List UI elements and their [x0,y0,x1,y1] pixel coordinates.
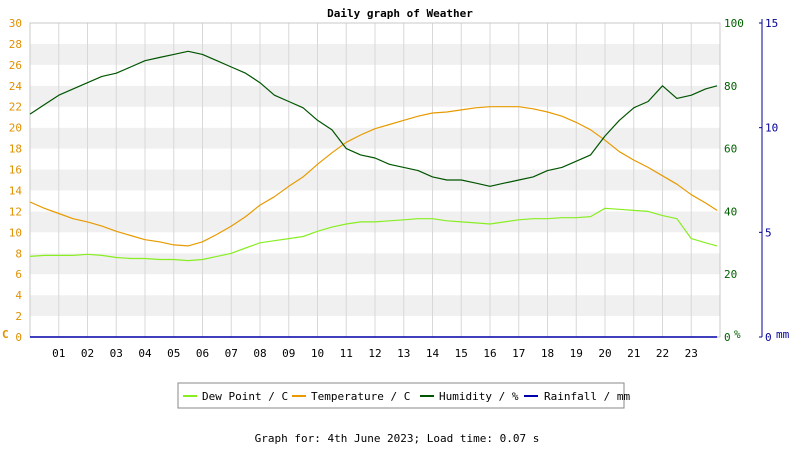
x-tick-label: 16 [483,347,496,360]
x-tick-label: 05 [167,347,180,360]
y-left-tick-label: 4 [15,289,22,302]
x-tick-label: 06 [196,347,209,360]
legend-label-temperature: Temperature / C [311,390,410,403]
footer-text: Graph for: 4th June 2023; Load time: 0.0… [255,432,540,445]
x-tick-label: 04 [138,347,152,360]
x-tick-label: 12 [368,347,381,360]
plot-grid [29,22,721,338]
legend: Dew Point / C Temperature / C Humidity /… [177,382,630,409]
x-tick-label: 18 [541,347,554,360]
y-right-rain-tick-label: 0 [765,331,772,344]
x-tick-label: 15 [455,347,468,360]
x-tick-label: 21 [627,347,640,360]
x-tick-label: 07 [225,347,238,360]
y-left-tick-label: 14 [9,184,23,197]
y-left-tick-label: 22 [9,101,22,114]
legend-box [177,382,625,409]
x-tick-label: 13 [397,347,410,360]
x-tick-label: 17 [512,347,525,360]
y-left-tick-label: 6 [15,268,22,281]
y-left-tick-label: 10 [9,226,22,239]
legend-label-humidity: Humidity / % [439,390,519,403]
y-right-humidity-unit-label: % [734,328,741,341]
y-left-tick-label: 12 [9,205,22,218]
y-right-humidity-tick-label: 0 [724,331,731,344]
legend-label-dew-point: Dew Point / C [202,390,288,403]
x-tick-label: 09 [282,347,295,360]
y-left-tick-label: 2 [15,310,22,323]
y-left-unit-label: C [2,328,9,341]
x-tick-label: 01 [52,347,65,360]
y-right-rain-tick-label: 15 [765,17,778,30]
series-dew-point [29,207,718,262]
x-tick-label: 10 [311,347,324,360]
y-left-tick-label: 30 [9,17,22,30]
y-left-tick-label: 18 [9,143,22,156]
x-tick-label: 02 [81,347,94,360]
y-right-humidity-tick-label: 60 [724,143,737,156]
y-right-humidity-tick-label: 100 [724,17,744,30]
axes-layer: 01 02 03 04 05 06 07 08 09 10 11 12 13 14 15 16 17 18 19 20… [2,17,790,360]
y-right-humidity-tick-label: 80 [724,80,737,93]
y-right-humidity-tick-label: 40 [724,205,737,218]
series-temperature [29,106,718,247]
series-humidity [29,50,718,187]
legend-label-rainfall: Rainfall / mm [544,390,630,403]
x-tick-label: 08 [253,347,266,360]
x-tick-label: 19 [570,347,583,360]
y-right-rain-tick-label: 5 [765,226,772,239]
x-tick-label: 22 [656,347,669,360]
x-tick-label: 11 [340,347,353,360]
chart-title: Daily graph of Weather [327,7,473,20]
y-left-tick-label: 16 [9,164,22,177]
y-right-humidity-tick-label: 20 [724,268,737,281]
y-left-tick-label: 28 [9,38,22,51]
y-right-rain-unit-label: mm [776,328,790,341]
y-left-tick-label: 26 [9,59,22,72]
y-left-tick-label: 0 [15,331,22,344]
series-layer [29,50,718,338]
y-left-tick-label: 8 [15,247,22,260]
x-tick-label: 23 [685,347,698,360]
y-left-tick-label: 24 [9,80,23,93]
y-right-rain-tick-label: 10 [765,122,778,135]
y-left-tick-label: 20 [9,122,22,135]
x-tick-label: 20 [598,347,611,360]
x-tick-label: 14 [426,347,440,360]
x-tick-label: 03 [110,347,123,360]
